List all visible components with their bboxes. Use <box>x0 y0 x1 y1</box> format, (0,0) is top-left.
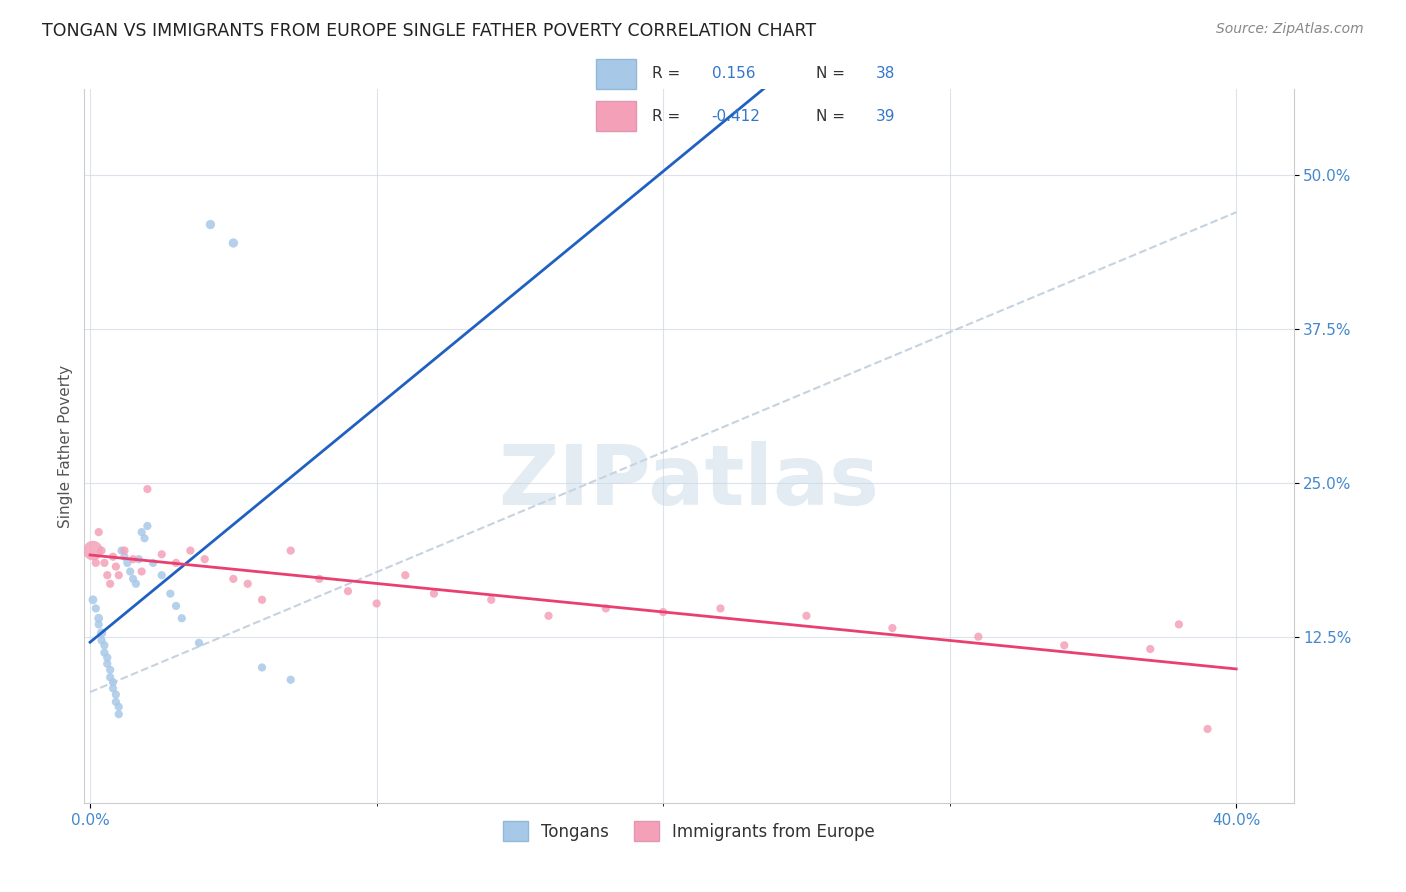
Point <box>90 626 112 640</box>
Point <box>142 556 165 570</box>
Point <box>90 543 112 558</box>
Point <box>96 650 118 665</box>
Point <box>236 576 259 591</box>
Text: R =: R = <box>651 66 685 81</box>
Point <box>136 482 159 496</box>
Point <box>107 699 129 714</box>
Point <box>107 707 129 722</box>
Point <box>165 556 187 570</box>
Point <box>128 552 150 566</box>
Point <box>250 660 273 674</box>
Point <box>194 552 217 566</box>
Point <box>222 572 245 586</box>
Point <box>1197 722 1219 736</box>
Point <box>159 587 181 601</box>
Text: 0.156: 0.156 <box>711 66 755 81</box>
Point <box>84 601 107 615</box>
Point <box>98 670 121 684</box>
Point <box>134 531 156 545</box>
Text: -0.412: -0.412 <box>711 109 761 124</box>
Point <box>280 673 302 687</box>
Point <box>179 543 201 558</box>
Point <box>537 608 560 623</box>
Point <box>114 549 136 564</box>
Point <box>114 543 136 558</box>
Point <box>120 565 142 579</box>
Text: 38: 38 <box>876 66 896 81</box>
Point <box>200 218 222 232</box>
Point <box>131 565 153 579</box>
Point <box>652 605 675 619</box>
Point <box>170 611 193 625</box>
Point <box>882 621 904 635</box>
Point <box>93 646 115 660</box>
Point <box>394 568 416 582</box>
Point <box>96 568 118 582</box>
Point <box>1139 642 1161 657</box>
Text: ZIPatlas: ZIPatlas <box>499 442 879 522</box>
Point <box>222 235 245 250</box>
Point <box>1167 617 1189 632</box>
Point <box>280 543 302 558</box>
Point <box>122 552 145 566</box>
Point <box>107 568 129 582</box>
Point <box>87 611 110 625</box>
Point <box>479 592 502 607</box>
Bar <box>596 101 636 131</box>
Point <box>423 587 446 601</box>
Point <box>101 549 124 564</box>
Point <box>104 559 127 574</box>
Point <box>82 543 104 558</box>
Text: N =: N = <box>815 109 849 124</box>
Point <box>98 576 121 591</box>
Point <box>104 695 127 709</box>
Point <box>250 592 273 607</box>
Point <box>136 519 159 533</box>
Point <box>308 572 330 586</box>
Point <box>709 601 731 615</box>
Y-axis label: Single Father Poverty: Single Father Poverty <box>58 365 73 527</box>
Bar <box>596 59 636 89</box>
Legend: Tongans, Immigrants from Europe: Tongans, Immigrants from Europe <box>496 814 882 848</box>
Text: 39: 39 <box>876 109 896 124</box>
Point <box>90 633 112 648</box>
Point <box>165 599 187 613</box>
Point <box>150 547 173 561</box>
Point <box>96 657 118 671</box>
Point <box>1053 638 1076 652</box>
Point <box>93 638 115 652</box>
Text: TONGAN VS IMMIGRANTS FROM EUROPE SINGLE FATHER POVERTY CORRELATION CHART: TONGAN VS IMMIGRANTS FROM EUROPE SINGLE … <box>42 22 817 40</box>
Text: R =: R = <box>651 109 685 124</box>
Point <box>101 681 124 696</box>
Point <box>110 543 132 558</box>
Point <box>188 636 211 650</box>
Point <box>104 688 127 702</box>
Point <box>101 675 124 690</box>
Point <box>366 597 388 611</box>
Text: Source: ZipAtlas.com: Source: ZipAtlas.com <box>1216 22 1364 37</box>
Point <box>131 525 153 540</box>
Point <box>87 525 110 540</box>
Point <box>967 630 990 644</box>
Point <box>336 584 359 599</box>
Point <box>93 556 115 570</box>
Point <box>82 592 104 607</box>
Text: N =: N = <box>815 66 849 81</box>
Point <box>84 556 107 570</box>
Point <box>98 663 121 677</box>
Point <box>150 568 173 582</box>
Point <box>595 601 617 615</box>
Point <box>122 572 145 586</box>
Point <box>125 576 148 591</box>
Point <box>796 608 818 623</box>
Point <box>87 617 110 632</box>
Point <box>117 556 139 570</box>
